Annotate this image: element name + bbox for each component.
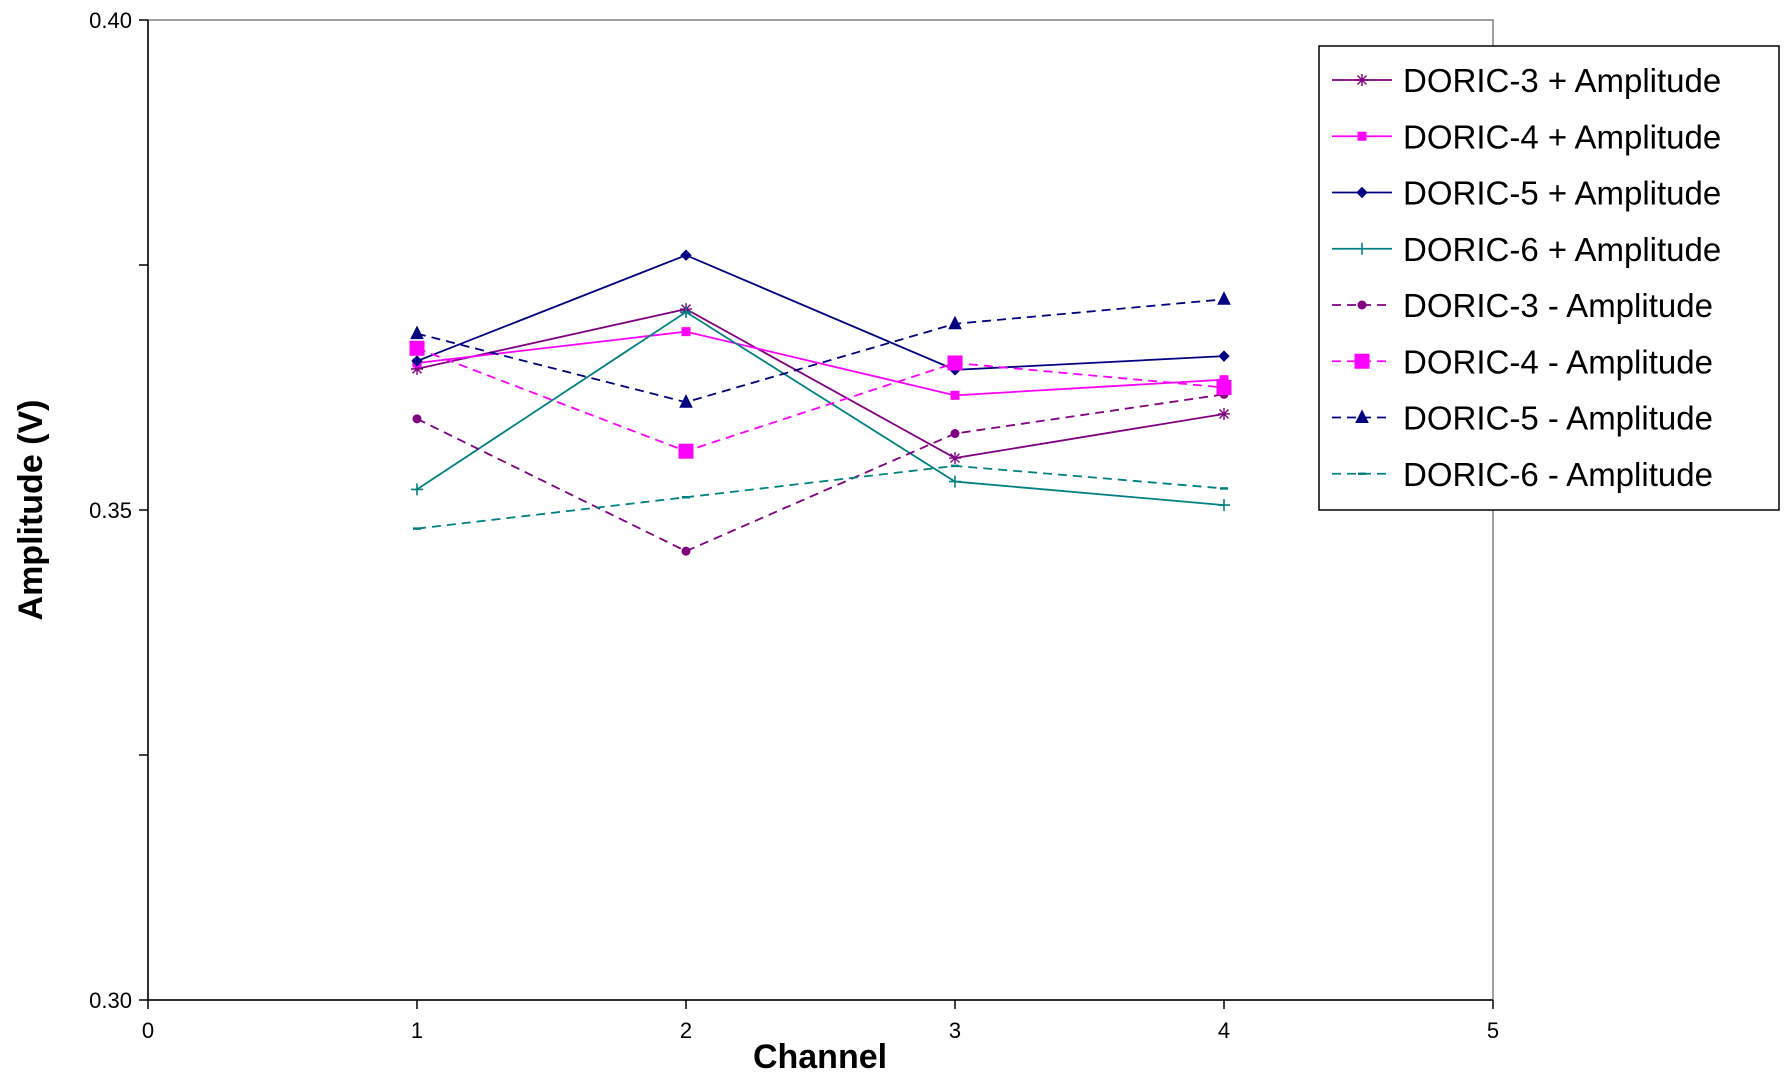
legend-swatch-marker [1356, 186, 1368, 199]
x-tick-label: 0 [142, 1018, 154, 1043]
y-axis-title: Amplitude (V) [12, 400, 50, 621]
data-point [950, 429, 960, 439]
legend-swatch-marker [1357, 300, 1367, 310]
plot-area [147, 19, 1494, 1001]
legend-box [1318, 45, 1780, 511]
axes: 0.30 0.35 0.40 0 1 2 3 4 5 [89, 8, 1499, 1043]
legend-label: DORIC-6 - Amplitude [1403, 456, 1713, 493]
legend-swatch-marker [1357, 131, 1367, 141]
data-point [681, 327, 691, 337]
data-point [412, 414, 422, 424]
legend-item: DORIC-5 + Amplitude [1332, 175, 1721, 212]
data-point [949, 475, 961, 488]
y-tick-label: 0.30 [89, 988, 132, 1013]
series-layer [409, 249, 1232, 556]
data-point [949, 452, 961, 465]
series-line [416, 308, 1225, 459]
data-point [680, 249, 692, 261]
legend-label: DORIC-4 - Amplitude [1403, 343, 1713, 380]
legend-label: DORIC-3 + Amplitude [1403, 62, 1721, 99]
legend-label: DORIC-3 - Amplitude [1403, 287, 1713, 324]
data-point [411, 355, 423, 367]
series-line [416, 310, 1225, 506]
legend-label: DORIC-5 + Amplitude [1403, 175, 1721, 212]
data-point [678, 443, 694, 459]
x-tick-label: 5 [1487, 1018, 1499, 1043]
legend: DORIC-3 + Amplitude DORIC-4 + Amplitude DO… [1318, 45, 1780, 511]
legend-swatch-marker [1355, 409, 1369, 423]
legend-swatch-marker [1356, 74, 1368, 86]
data-point [948, 315, 962, 330]
data-point [947, 355, 963, 371]
legend-item: DORIC-3 + Amplitude [1332, 62, 1721, 99]
series-line [416, 298, 1225, 404]
legend-swatch-marker [1354, 353, 1370, 369]
data-point [1216, 380, 1232, 395]
series-6 [409, 340, 1232, 459]
data-point [680, 306, 692, 319]
series-line [416, 330, 1225, 397]
series-line [416, 464, 1225, 530]
legend-item: DORIC-5 - Amplitude [1332, 400, 1713, 437]
data-point [1218, 407, 1230, 420]
series-7 [410, 291, 1231, 408]
data-point [1218, 499, 1230, 512]
legend-swatch-marker [1356, 242, 1368, 255]
data-point [411, 362, 423, 375]
legend-label: DORIC-5 - Amplitude [1403, 400, 1713, 437]
data-point [409, 340, 425, 356]
series-8 [413, 464, 1228, 530]
x-tick-label: 1 [411, 1018, 423, 1043]
series-4 [411, 306, 1230, 512]
legend-item: DORIC-6 - Amplitude [1332, 456, 1713, 493]
x-axis-title: Channel [753, 1038, 887, 1072]
y-tick-label: 0.35 [89, 498, 132, 523]
legend-item: DORIC-6 + Amplitude [1332, 231, 1721, 268]
legend-item: DORIC-4 + Amplitude [1332, 118, 1721, 155]
series-line [416, 347, 1225, 453]
legend-item: DORIC-4 - Amplitude [1332, 343, 1713, 380]
data-point [1218, 350, 1230, 362]
x-tick-label: 3 [949, 1018, 961, 1043]
series-line [416, 254, 1225, 371]
y-tick-label: 0.40 [89, 8, 132, 33]
data-point [681, 546, 691, 556]
x-tick-label: 4 [1218, 1018, 1230, 1043]
legend-item: DORIC-3 - Amplitude [1332, 287, 1713, 324]
data-point [411, 483, 423, 496]
legend-label: DORIC-4 + Amplitude [1403, 118, 1721, 155]
data-point [950, 390, 960, 400]
legend-label: DORIC-6 + Amplitude [1403, 231, 1721, 268]
data-point [1217, 291, 1231, 305]
data-point [679, 394, 693, 408]
data-point [410, 325, 424, 340]
x-tick-label: 2 [680, 1018, 692, 1043]
